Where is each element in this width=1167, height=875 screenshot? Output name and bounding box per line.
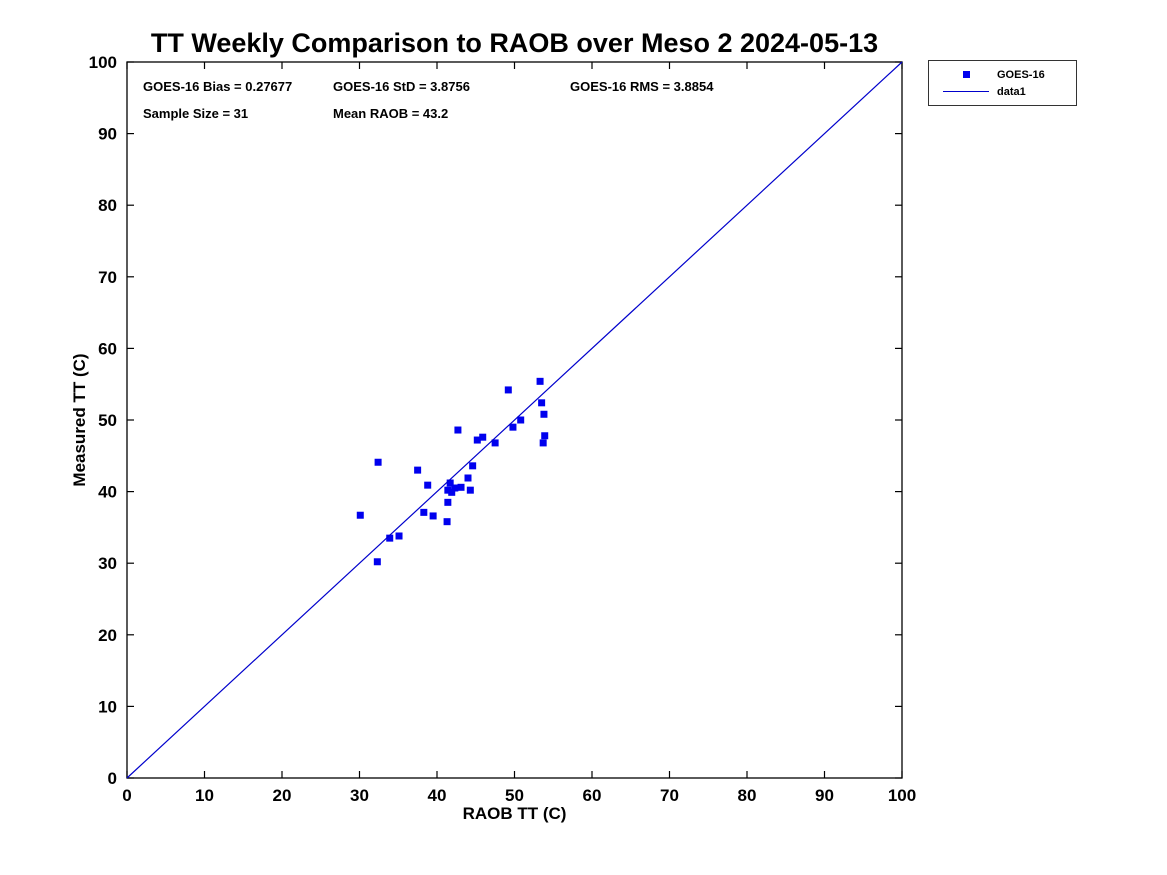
scatter-point [356,511,364,519]
scatter-point [509,423,517,431]
chart-title: TT Weekly Comparison to RAOB over Meso 2… [150,28,879,58]
y-tick-label: 20 [98,626,117,645]
x-tick-label: 80 [738,786,757,805]
scatter-point [420,508,428,516]
scatter-point [374,458,382,466]
x-tick-label: 0 [122,786,131,805]
annotation-rms: GOES-16 RMS = 3.8854 [570,79,714,94]
scatter-point [536,377,544,385]
identity-line [126,61,903,779]
x-tick-label: 70 [660,786,679,805]
scatter-point [517,416,525,424]
scatter-point [444,498,452,506]
scatter-point [373,558,381,566]
scatter-point [395,532,403,540]
scatter-point [479,433,487,441]
annotation-std: GOES-16 StD = 3.8756 [333,79,470,94]
legend-entry-goes16: GOES-16 [935,66,1070,83]
legend-label-goes16: GOES-16 [997,68,1045,81]
y-tick-label: 30 [98,554,117,573]
annotation-bias: GOES-16 Bias = 0.27677 [143,79,293,94]
scatter-point [448,488,456,496]
y-tick-label: 60 [98,339,117,358]
y-tick-label: 70 [98,268,117,287]
scatter-point [424,481,432,489]
y-tick-label: 10 [98,697,117,716]
scatter-point [444,486,452,494]
scatter-point [446,479,454,487]
x-tick-label: 40 [428,786,447,805]
annotation-mean-raob: Mean RAOB = 43.2 [333,106,449,121]
scatter-point [454,426,462,434]
x-axis-label: RAOB TT (C) [462,804,567,823]
y-tick-label: 100 [89,53,117,72]
scatter-point [540,410,548,418]
scatter-point [491,439,499,447]
legend-line-icon [943,91,989,92]
scatter-point [457,483,465,491]
scatter-point [538,399,546,407]
scatter-point [504,386,512,394]
y-tick-label: 90 [98,125,117,144]
scatter-point [386,534,394,542]
scatter-point [469,462,477,470]
x-tick-label: 20 [273,786,292,805]
legend-entry-data1: data1 [935,83,1070,100]
x-tick-label: 10 [195,786,214,805]
y-tick-label: 40 [98,483,117,502]
annotation-sample-size: Sample Size = 31 [143,106,249,121]
x-tick-label: 50 [505,786,524,805]
scatter-point [429,512,437,520]
legend: GOES-16 data1 [928,60,1077,106]
y-tick-label: 0 [108,769,117,788]
x-tick-label: 90 [815,786,834,805]
x-tick-label: 100 [888,786,916,805]
scatter-point [451,484,459,492]
scatter-point [443,518,451,526]
scatter-point [464,474,472,482]
scatter-point [541,432,549,440]
scatter-point [414,466,422,474]
legend-marker-square-icon [962,71,970,78]
scatter-point [539,439,547,447]
x-tick-label: 60 [583,786,602,805]
y-tick-label: 50 [98,411,117,430]
scatter-point [473,436,481,444]
y-tick-label: 80 [98,196,117,215]
legend-label-data1: data1 [997,85,1026,98]
y-axis-label: Measured TT (C) [70,353,89,487]
scatter-point [466,486,474,494]
x-tick-label: 30 [350,786,369,805]
